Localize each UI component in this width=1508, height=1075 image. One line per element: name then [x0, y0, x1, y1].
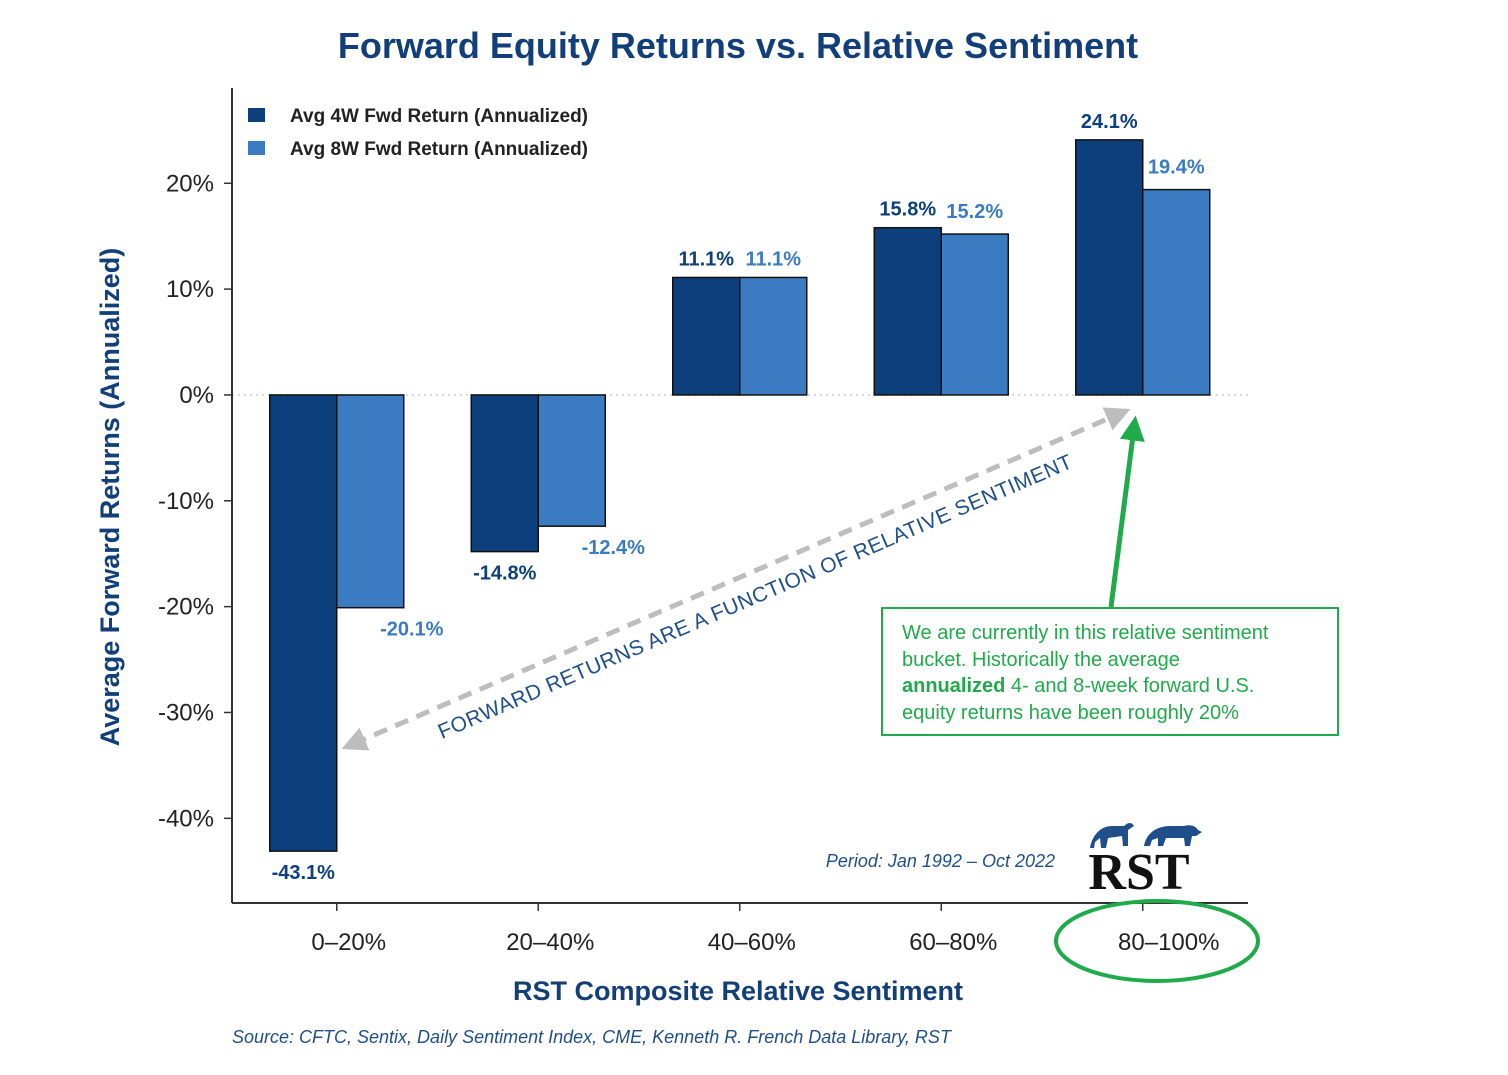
y-axis-title: Average Forward Returns (Annualized) — [95, 248, 125, 747]
bar-4w — [470, 394, 539, 553]
callout-line-4: equity returns have been roughly 20% — [902, 702, 1239, 724]
callout-line-3: annualized 4- and 8-week forward U.S. — [902, 675, 1254, 697]
y-tick-label: 0% — [179, 382, 214, 409]
legend-swatch-8w — [248, 141, 265, 155]
source-note: Source: CFTC, Sentix, Daily Sentiment In… — [232, 1027, 953, 1047]
bull-bear-icon — [1090, 823, 1202, 848]
y-tick-label: 10% — [166, 276, 214, 303]
callout-line-2: bucket. Historically the average — [902, 649, 1180, 671]
value-label-4w: 11.1% — [678, 248, 734, 270]
value-label-8w: 19.4% — [1148, 157, 1205, 179]
chart-title: Forward Equity Returns vs. Relative Sent… — [338, 25, 1138, 66]
y-tick-label: -20% — [158, 594, 214, 621]
callout-line-3-rest: 4- and 8-week forward U.S. — [1005, 675, 1254, 697]
legend-swatch-4w — [248, 108, 265, 122]
bar-8w — [537, 394, 606, 527]
value-label-4w: -14.8% — [473, 563, 537, 585]
callout-box: We are currently in this relative sentim… — [881, 607, 1339, 736]
x-axis-title: RST Composite Relative Sentiment — [513, 976, 963, 1006]
x-tick-label: 0–20% — [311, 929, 386, 956]
value-label-8w: 15.2% — [946, 201, 1003, 223]
y-tick-label: -10% — [158, 488, 214, 515]
bar-4w — [269, 394, 338, 852]
y-tick-label: -40% — [158, 805, 214, 832]
value-label-8w: -12.4% — [582, 537, 646, 559]
legend-label-8w: Avg 8W Fwd Return (Annualized) — [290, 139, 588, 160]
callout-line-1: We are currently in this relative sentim… — [902, 622, 1269, 644]
value-label-4w: 24.1% — [1081, 111, 1138, 133]
plot-area: 20% 10% 0% -10% -20% -30% -40% 0–20% -43.1% -20.1… — [158, 88, 1248, 956]
bar-4w — [1075, 139, 1144, 396]
legend: Avg 4W Fwd Return (Annualized) Avg 8W Fw… — [248, 106, 588, 160]
value-label-4w: 15.8% — [879, 199, 936, 221]
x-tick-label: 40–60% — [708, 929, 796, 956]
x-tick-label: 20–40% — [506, 929, 594, 956]
rst-logo: RST — [1088, 823, 1202, 901]
highlight-ellipse — [1054, 899, 1260, 983]
value-label-4w: -43.1% — [272, 862, 336, 884]
legend-label-4w: Avg 4W Fwd Return (Annualized) — [290, 106, 588, 127]
y-tick-label: 20% — [166, 170, 214, 197]
bar-8w — [1142, 188, 1211, 396]
bar-8w — [940, 233, 1009, 396]
callout-border — [881, 607, 1339, 736]
callout-bold-word: annualized — [902, 675, 1005, 697]
logo-text: RST — [1088, 844, 1189, 901]
bar-8w — [336, 394, 405, 609]
trend-arrow — [341, 407, 1131, 751]
bar-4w — [672, 276, 741, 396]
y-tick-label: -30% — [158, 699, 214, 726]
value-label-8w: 11.1% — [745, 248, 801, 270]
period-note: Period: Jan 1992 – Oct 2022 — [826, 851, 1055, 871]
x-tick-label: 80–100% — [1118, 929, 1219, 956]
x-tick-label: 60–80% — [909, 929, 997, 956]
bar-8w — [739, 276, 808, 396]
value-label-8w: -20.1% — [380, 619, 444, 641]
current-bucket-arrow — [1108, 415, 1145, 608]
bar-4w — [873, 226, 942, 396]
